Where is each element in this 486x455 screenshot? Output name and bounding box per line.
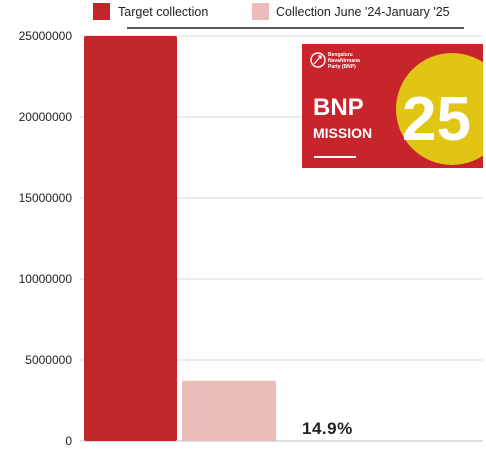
y-tick-label: 20000000 [19, 110, 73, 124]
logo-word-mission: MISSION [313, 125, 372, 141]
logo-party-line-2: NavaNirmana [328, 58, 360, 64]
logo-word-bnp: BNP [313, 94, 364, 121]
bars [84, 36, 276, 441]
logo-party-line-1: Bengaluru [328, 52, 353, 58]
y-tick-label: 10000000 [19, 272, 73, 286]
logo-number: 25 [402, 85, 471, 154]
y-tick-label: 25000000 [19, 29, 73, 43]
legend-label-target: Target collection [118, 5, 208, 19]
legend-swatch-collection [252, 3, 269, 20]
legend-label-collection: Collection June '24-January '25 [276, 5, 450, 19]
legend-swatch-target [93, 3, 110, 20]
logo-party-line-3: Party (BNP) [328, 64, 356, 70]
y-tick-label: 0 [65, 434, 72, 448]
legend: Target collection Collection June '24-Ja… [93, 3, 464, 29]
emblem-mark-icon [313, 55, 322, 65]
bnp-mission-logo: 25 Bengaluru NavaNirmana Party (BNP) BNP… [302, 44, 483, 168]
bar-target-collection [84, 36, 177, 441]
y-tick-label: 15000000 [19, 191, 73, 205]
party-emblem-icon [310, 52, 326, 68]
bar-collection-june-january [182, 380, 276, 441]
y-tick-label: 5000000 [25, 353, 72, 367]
collection-percentage-annotation: 14.9% [302, 419, 353, 438]
y-axis-ticks: 0 5000000 10000000 15000000 20000000 25000000 [19, 29, 73, 448]
yellow-circle-shape [396, 53, 483, 165]
